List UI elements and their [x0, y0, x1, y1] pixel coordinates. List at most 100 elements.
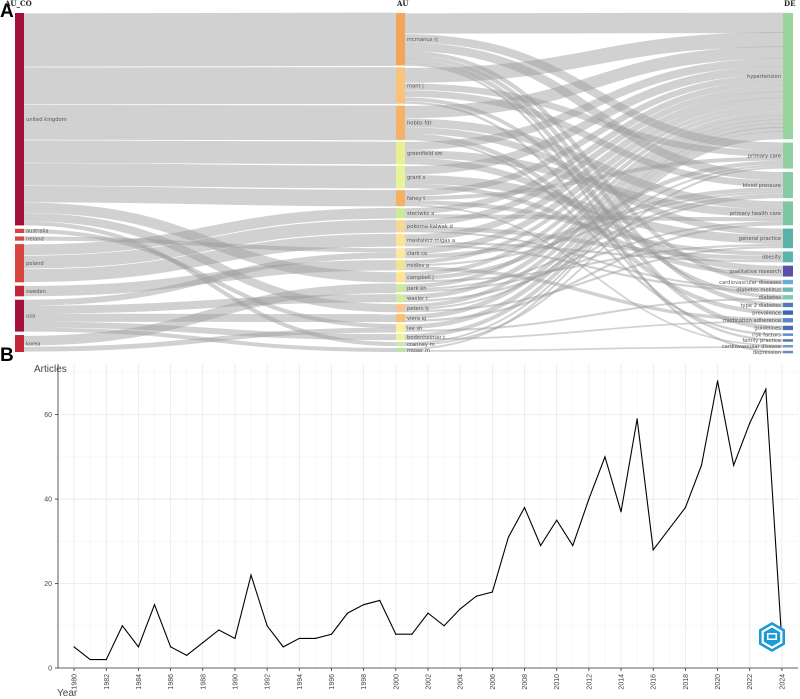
keyword-node-risk-factors	[783, 333, 793, 336]
author-node-midlov-p	[396, 260, 405, 271]
data-point-1983	[121, 625, 123, 627]
data-point-1995	[314, 637, 316, 640]
data-point-1991	[250, 574, 252, 576]
x-tick-label: 1990	[232, 674, 239, 690]
keyword-label-family-practice: family practice	[742, 338, 781, 344]
x-tick-label: 2004	[458, 674, 465, 690]
country-node-korea	[15, 335, 24, 352]
flow-pokorna-kalwak-d-to-diabetes-mellitus	[404, 230, 784, 290]
data-point-2011	[572, 544, 574, 547]
flow-waxler-r-to-hypertension	[404, 115, 784, 300]
flow-clark-ce-to-blood-pressure	[404, 187, 784, 259]
keyword-label-diabetes: diabetes	[759, 295, 782, 301]
data-point-2023	[765, 388, 767, 390]
flow-korea-to-park-kh	[23, 283, 397, 346]
author-label-moser-m: moser m	[407, 348, 430, 354]
x-tick-label: 1984	[136, 674, 143, 690]
data-point-2016	[652, 549, 654, 551]
keyword-node-general-practice	[783, 228, 793, 249]
flow-united-kingdom-to-peters-tj	[23, 212, 397, 313]
author-node-greenfield-sm	[396, 141, 405, 165]
panel-b-label: B	[0, 345, 14, 366]
author-node-bodenheimer-t	[396, 334, 405, 341]
data-point-2012	[588, 498, 590, 500]
flow-grant-s-to-qualitative-research	[404, 183, 784, 277]
keyword-node-cardiovascular-diseases	[783, 279, 793, 285]
flow-midlov-p-to-medication-adherence	[404, 266, 784, 322]
flow-bodenheimer-t-to-medication-adherence	[404, 320, 784, 340]
data-point-2020	[716, 380, 719, 382]
flow-united-kingdom-to-cranney-m	[23, 221, 397, 347]
flow-campbell-j-to-general-practice	[404, 243, 784, 283]
flow-greenfield-sm-to-hypertension	[404, 58, 784, 150]
flow-mcmanus-rj-to-depression	[404, 63, 784, 354]
keyword-label-obesity: obesity	[762, 255, 781, 261]
x-tick-label: 2016	[651, 674, 658, 690]
author-label-viera-aj: viera aj	[407, 316, 426, 322]
flow-united-kingdom-to-campbell-j	[23, 202, 397, 283]
flow-bodenheimer-t-to-hypertension	[404, 131, 784, 339]
data-point-2002	[427, 612, 429, 614]
keyword-node-diabetes	[783, 295, 793, 300]
data-point-2000	[395, 633, 397, 635]
keyword-label-primary-health-care: primary health care	[730, 211, 781, 217]
keyword-label-prevalence: prevalence	[752, 310, 781, 316]
author-node-pokorna-kalwak-d	[396, 220, 405, 233]
keyword-label-medication-adherence: medication adherence	[723, 318, 781, 324]
flow-usa-to-bodenheimer-t	[23, 321, 397, 341]
keyword-label-diabetes-mellitus: diabetes mellitus	[736, 287, 781, 293]
data-point-1985	[153, 604, 156, 606]
keyword-label-primary-care: primary care	[748, 153, 781, 159]
data-point-2018	[684, 506, 686, 509]
author-node-grant-s	[396, 165, 405, 189]
flow-united-kingdom-to-grant-s	[23, 163, 397, 189]
data-point-2005	[475, 595, 477, 597]
keyword-node-primary-care	[783, 142, 793, 169]
flow-pokorna-kalwak-d-to-obesity	[404, 226, 784, 261]
author-label-bodenheimer-t: bodenheimer t	[407, 335, 445, 341]
country-label-sweden: sweden	[26, 289, 46, 295]
flow-hobbs-fdr-to-primary-health-care	[404, 118, 784, 210]
x-tick-label: 2018	[683, 674, 690, 690]
keyword-node-guidelines	[783, 325, 793, 331]
author-node-peters-tj	[396, 304, 405, 313]
flow-clark-ce-to-hypertension	[404, 97, 784, 255]
keyword-node-family-practice	[783, 339, 793, 342]
data-point-1990	[234, 637, 236, 640]
flow-mant-j-to-diabetes	[404, 97, 784, 299]
keyword-node-prevalence	[783, 310, 793, 315]
flow-mant-j-to-primary-care	[404, 83, 784, 157]
x-tick-label: 1980	[72, 674, 79, 690]
country-label-ireland: ireland	[26, 236, 44, 242]
keyword-node-blood-pressure	[783, 171, 793, 199]
flow-campbell-j-to-primary-care	[404, 160, 784, 281]
keyword-node-primary-health-care	[783, 201, 793, 226]
data-point-2021	[733, 464, 735, 466]
flow-steciwko-a-to-hypertension	[404, 80, 784, 215]
data-point-1984	[137, 646, 140, 648]
sankey-flows	[23, 12, 784, 354]
flow-viera-aj-to-hypertension	[404, 123, 784, 320]
flow-ireland-to-clark-ce	[23, 236, 397, 253]
flow-park-kh-to-primary-health-care	[404, 221, 784, 293]
flow-poland-to-steciwko-a	[23, 207, 397, 256]
author-node-mant-j	[396, 67, 405, 104]
flow-united-kingdom-to-mcmanus-rj	[23, 12, 397, 67]
country-node-poland	[15, 244, 24, 283]
keyword-node-type-2-diabetes	[783, 302, 793, 308]
x-tick-label: 2022	[747, 674, 754, 690]
x-tick-label: 2024	[779, 674, 786, 690]
flow-mcmanus-rj-to-cardiovascular-diseases	[404, 50, 784, 285]
flow-waxler-r-to-blood-pressure	[404, 195, 784, 303]
flow-moser-m-to-cardiovascular-disease	[404, 346, 784, 352]
y-tick-label: 40	[44, 497, 52, 504]
keyword-label-cardiovascular-disease: cardiovascular disease	[722, 344, 781, 350]
author-node-waxler-r	[396, 294, 405, 303]
data-point-2014	[620, 511, 622, 513]
author-label-greenfield-sm: greenfield sm	[407, 151, 443, 157]
flow-grant-s-to-hypertension	[404, 65, 784, 175]
flow-cranney-m-to-primary-care	[404, 166, 784, 347]
flow-mastalerz-migas-a-to-obesity	[404, 241, 784, 263]
author-node-steciwko-a	[396, 208, 405, 219]
